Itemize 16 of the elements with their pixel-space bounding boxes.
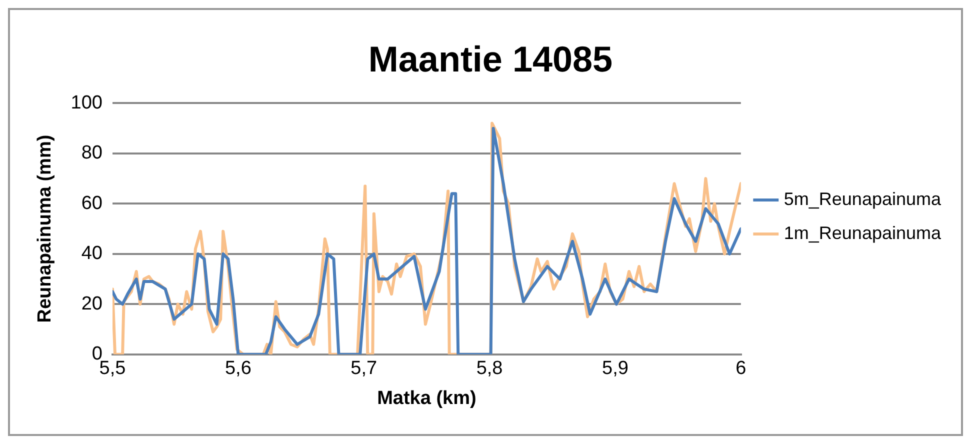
- x-axis-title: Matka (km): [377, 388, 476, 409]
- y-axis-title: Reunapainuma (mm): [34, 134, 56, 323]
- y-tick-label: 80: [81, 142, 102, 164]
- x-tick-label: 5,9: [602, 358, 628, 380]
- y-tick-label: 100: [70, 92, 102, 114]
- legend-label: 5m_Reunapainuma: [784, 188, 942, 209]
- chart-title: Maantie 14085: [368, 38, 613, 80]
- x-tick-label: 5,6: [224, 358, 252, 380]
- x-tick-label: 5,8: [476, 358, 503, 380]
- x-tick-label: 5,7: [350, 358, 378, 380]
- x-tick-label: 6: [736, 358, 746, 380]
- legend-label: 1m_Reunapainuma: [784, 222, 942, 243]
- y-tick-label: 40: [81, 243, 102, 264]
- y-tick-label: 60: [81, 192, 102, 214]
- x-tick-label: 5,5: [99, 358, 126, 380]
- y-tick-label: 20: [81, 293, 102, 314]
